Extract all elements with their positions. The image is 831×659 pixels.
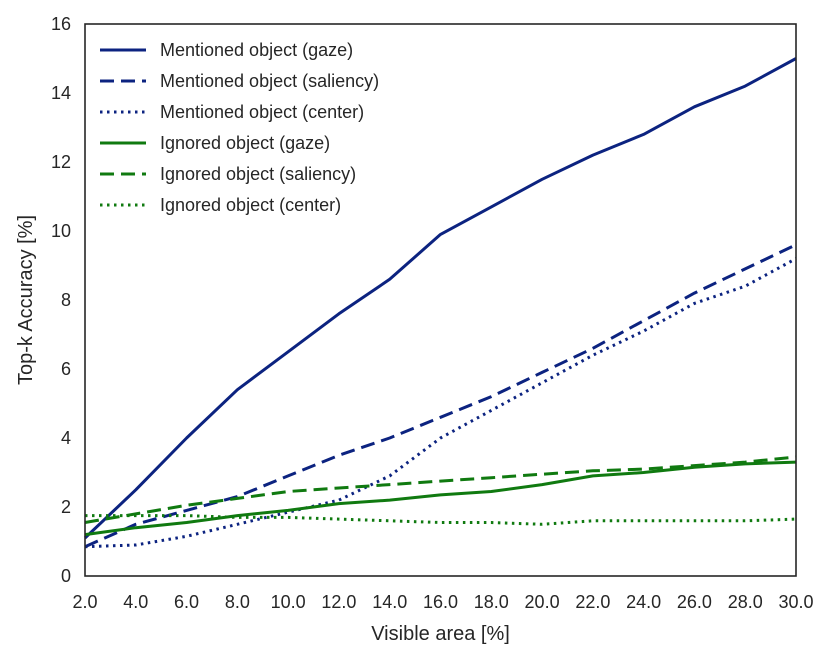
series-line-ignored-object-saliency <box>84 455 797 524</box>
legend-entry: Mentioned object (center) <box>160 102 364 122</box>
x-tick-label: 22.0 <box>575 592 610 612</box>
y-tick-label: 14 <box>51 83 71 103</box>
y-tick-label: 6 <box>61 359 71 379</box>
x-tick-label: 16.0 <box>423 592 458 612</box>
y-ticks: 0 2 4 6 8 10 12 14 16 <box>51 14 71 586</box>
x-tick-label: 26.0 <box>677 592 712 612</box>
x-tick-label: 6.0 <box>174 592 199 612</box>
legend-entry: Mentioned object (gaze) <box>160 40 353 60</box>
legend: Mentioned object (gaze) Mentioned object … <box>100 40 379 215</box>
series-layer <box>83 57 797 549</box>
y-tick-label: 2 <box>61 497 71 517</box>
legend-entry: Mentioned object (saliency) <box>160 71 379 91</box>
x-tick-label: 28.0 <box>728 592 763 612</box>
series-line-mentioned-object-saliency <box>84 243 797 549</box>
y-tick-label: 8 <box>61 290 71 310</box>
y-tick-label: 10 <box>51 221 71 241</box>
x-tick-label: 20.0 <box>525 592 560 612</box>
x-tick-label: 30.0 <box>778 592 813 612</box>
y-tick-label: 12 <box>51 152 71 172</box>
y-tick-label: 4 <box>61 428 71 448</box>
x-axis-label: Visible area [%] <box>371 623 510 645</box>
x-tick-label: 2.0 <box>72 592 97 612</box>
plot-frame <box>84 23 797 577</box>
y-axis-label: Top-k Accuracy [%] <box>15 215 37 385</box>
legend-entry: Ignored object (saliency) <box>160 164 356 184</box>
legend-entry: Ignored object (gaze) <box>160 133 330 153</box>
series-line-mentioned-object-center <box>84 257 797 549</box>
x-tick-label: 14.0 <box>372 592 407 612</box>
series-line-mentioned-object-gaze <box>83 57 797 540</box>
x-tick-label: 4.0 <box>123 592 148 612</box>
y-tick-label: 16 <box>51 14 71 34</box>
x-tick-label: 10.0 <box>271 592 306 612</box>
x-tick-label: 12.0 <box>321 592 356 612</box>
legend-entry: Ignored object (center) <box>160 195 341 215</box>
series-line-ignored-object-gaze <box>84 460 797 537</box>
x-tick-label: 8.0 <box>225 592 250 612</box>
y-tick-label: 0 <box>61 566 71 586</box>
x-tick-label: 18.0 <box>474 592 509 612</box>
x-ticks: 2.0 4.0 6.0 8.0 10.0 12.0 14.0 16.0 18.0 20.0 22.0… <box>72 592 813 612</box>
x-tick-label: 24.0 <box>626 592 661 612</box>
